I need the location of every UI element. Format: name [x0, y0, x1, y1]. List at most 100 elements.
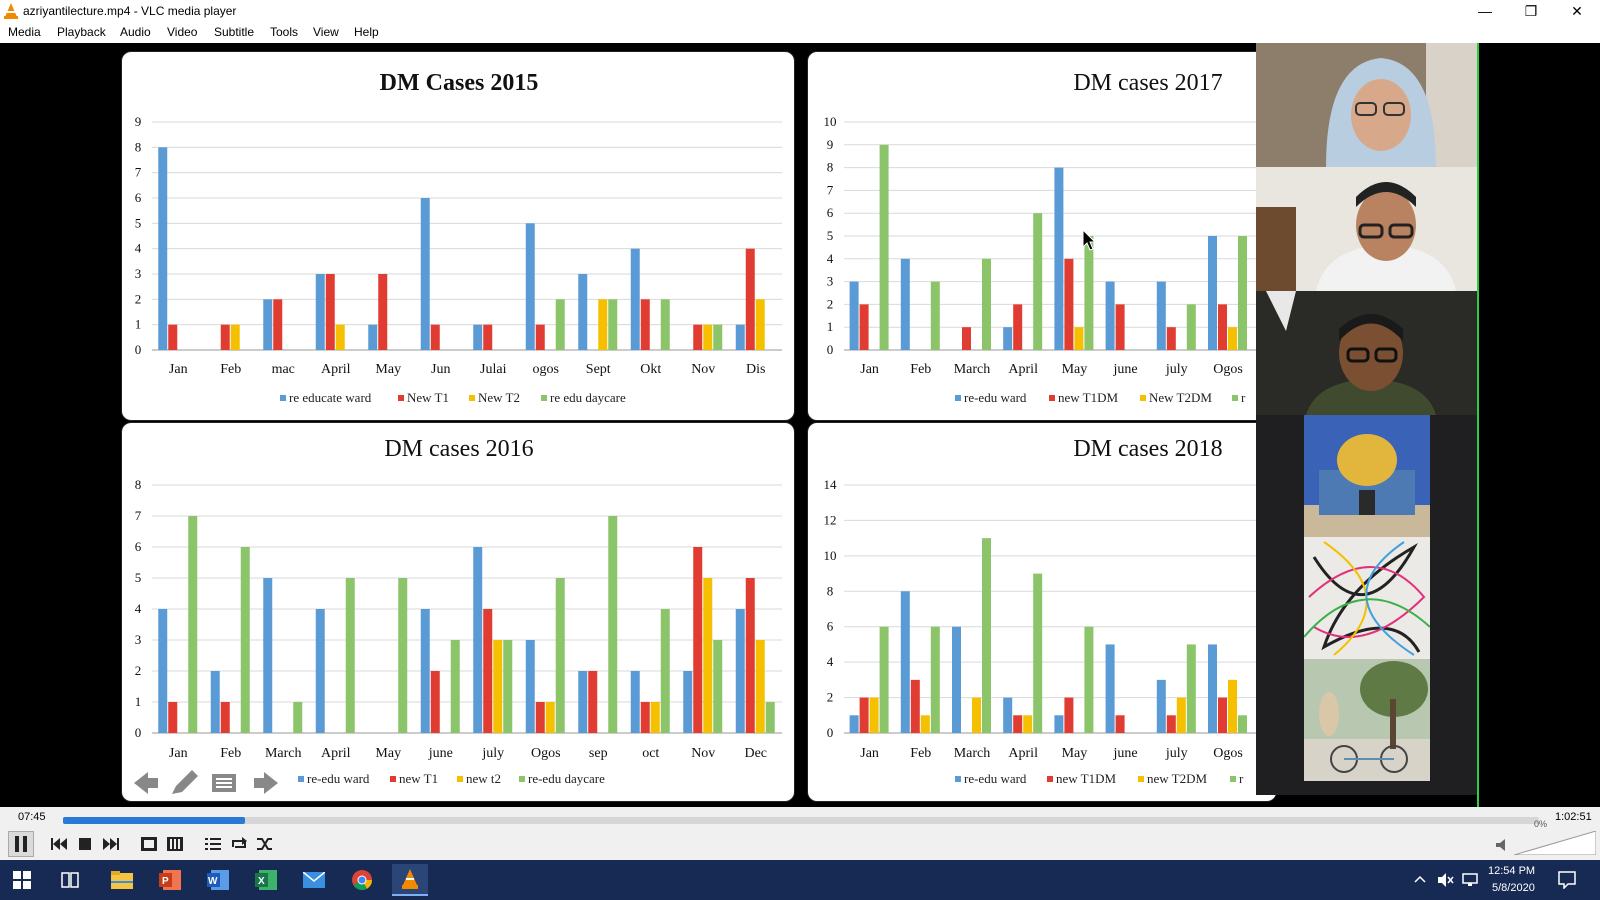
- excel-button[interactable]: X: [248, 864, 284, 896]
- previous-icon: [51, 838, 67, 850]
- task-view-button[interactable]: [52, 864, 88, 896]
- vlc-taskbar-button[interactable]: [392, 864, 428, 896]
- x-tick-label: Dis: [746, 362, 765, 377]
- bar-r-april: [1033, 573, 1043, 733]
- bar-new-t2-sept: [598, 299, 608, 350]
- powerpoint-button[interactable]: P: [152, 864, 188, 896]
- menu-view[interactable]: View: [313, 25, 339, 39]
- bar-re-educate-ward-okt: [630, 248, 640, 350]
- word-icon: W: [207, 870, 229, 890]
- volume-muted-icon[interactable]: [1438, 873, 1454, 887]
- shuffle-button[interactable]: [254, 833, 276, 855]
- person-dark-video: [1256, 291, 1478, 415]
- x-tick-label: April: [321, 746, 351, 761]
- bar-new-t1dm-april: [1013, 715, 1023, 733]
- x-tick-label: june: [1113, 362, 1138, 377]
- x-tick-label: Jan: [860, 746, 879, 761]
- close-button[interactable]: ✕: [1571, 3, 1583, 19]
- y-tick-label: 5: [135, 570, 142, 585]
- menu-bar: Media Playback Audio Video Subtitle Tool…: [0, 22, 1600, 43]
- menu-subtitle[interactable]: Subtitle: [214, 25, 255, 39]
- chart-dm-cases-2015: DM Cases 2015 0 1 2 3 4 5 6 7 8 9 Jan Feb mac April May…: [135, 70, 782, 405]
- participant-1[interactable]: [1256, 43, 1478, 167]
- y-tick-label: 5: [827, 228, 834, 243]
- bar-new-t2-oct: [650, 702, 660, 733]
- y-tick-label: 1: [135, 317, 142, 332]
- player-controls: 07:45 1:02:51 0%: [0, 807, 1600, 860]
- y-tick-label: 1: [827, 319, 834, 334]
- legend-swatch: [955, 776, 961, 782]
- bar-new-t1dm-july: [1166, 715, 1176, 733]
- seek-bar[interactable]: [63, 817, 1539, 824]
- bar-re-edu-ward-march: [952, 626, 961, 733]
- mail-icon: [303, 872, 325, 888]
- bar-new-t1dm-march: [962, 327, 971, 350]
- legend-label: new t2: [466, 771, 501, 786]
- bar-re-edu-ward-ogos: [1208, 236, 1217, 350]
- menu-tools[interactable]: Tools: [270, 25, 299, 39]
- participant-3[interactable]: [1256, 291, 1478, 415]
- legend-label: re-edu daycare: [528, 771, 605, 786]
- volume-level: 0%: [1534, 819, 1548, 829]
- clock-date[interactable]: 5/8/2020: [1492, 882, 1535, 894]
- bar-r-march: [982, 258, 991, 350]
- extended-settings-icon: [167, 837, 183, 851]
- start-button[interactable]: [4, 864, 40, 896]
- notification-icon[interactable]: [1558, 871, 1576, 889]
- extended-settings-button[interactable]: [164, 833, 186, 855]
- pen-icon[interactable]: [172, 770, 198, 794]
- previous-button[interactable]: [48, 833, 70, 855]
- participant-6[interactable]: [1304, 659, 1430, 781]
- volume-slider[interactable]: [1514, 831, 1596, 855]
- loop-button[interactable]: [228, 833, 250, 855]
- file-explorer-button[interactable]: [104, 864, 140, 896]
- arrow-left-icon[interactable]: [134, 772, 158, 794]
- bar-r-may: [1084, 626, 1094, 733]
- legend-label: re-edu ward: [964, 771, 1027, 786]
- tray-chevron-icon[interactable]: [1414, 874, 1426, 884]
- y-tick-label: 4: [827, 654, 834, 669]
- bar-new-t2-dis: [755, 299, 765, 350]
- legend-swatch: [519, 776, 525, 782]
- word-button[interactable]: W: [200, 864, 236, 896]
- menu-icon[interactable]: [212, 774, 236, 792]
- chart-title: DM cases 2016: [384, 436, 533, 462]
- menu-audio[interactable]: Audio: [120, 25, 151, 39]
- fullscreen-button[interactable]: [138, 833, 160, 855]
- x-tick-label: oct: [642, 746, 659, 761]
- participant-4[interactable]: [1304, 415, 1430, 537]
- x-tick-label: sep: [589, 746, 608, 761]
- next-button[interactable]: [100, 833, 122, 855]
- chrome-button[interactable]: [344, 864, 380, 896]
- bar-new-t2-feb: [230, 324, 240, 350]
- clock-time[interactable]: 12:54 PM: [1488, 865, 1536, 877]
- bar-re-edu-daycare-sept: [608, 299, 618, 350]
- arrow-right-icon[interactable]: [254, 772, 278, 794]
- participant-5[interactable]: [1304, 537, 1430, 659]
- minimize-button[interactable]: —: [1478, 3, 1492, 19]
- menu-media[interactable]: Media: [8, 25, 41, 39]
- bar-new-t2-ogos: [545, 702, 555, 733]
- network-icon[interactable]: [1462, 873, 1478, 887]
- bar-new-t2dm-july: [1176, 697, 1186, 733]
- mail-button[interactable]: [296, 864, 332, 896]
- y-tick-label: 6: [135, 539, 142, 554]
- pause-button[interactable]: [8, 831, 34, 857]
- chart-dm-cases-2016: DM cases 2016 0 1 2 3 4 5 6 7 8 Jan Feb March April Ma…: [135, 436, 782, 786]
- restore-button[interactable]: ❐: [1524, 3, 1538, 19]
- shuffle-icon: [257, 838, 272, 850]
- legend-label: r: [1241, 390, 1246, 405]
- bar-re-edu-ward-march: [263, 578, 273, 733]
- bar-re-edu-ward-july: [1156, 281, 1166, 350]
- menu-help[interactable]: Help: [354, 25, 379, 39]
- x-tick-label: March: [954, 746, 991, 761]
- menu-video[interactable]: Video: [167, 25, 198, 39]
- playlist-button[interactable]: [202, 833, 224, 855]
- participant-2[interactable]: [1256, 167, 1478, 291]
- stop-button[interactable]: [74, 833, 96, 855]
- menu-playback[interactable]: Playback: [57, 25, 106, 39]
- x-tick-label: july: [1165, 746, 1188, 761]
- bar-re-edu-ward-july: [473, 547, 483, 733]
- x-tick-label: Ogos: [1213, 362, 1243, 377]
- speaker-icon[interactable]: [1496, 839, 1510, 851]
